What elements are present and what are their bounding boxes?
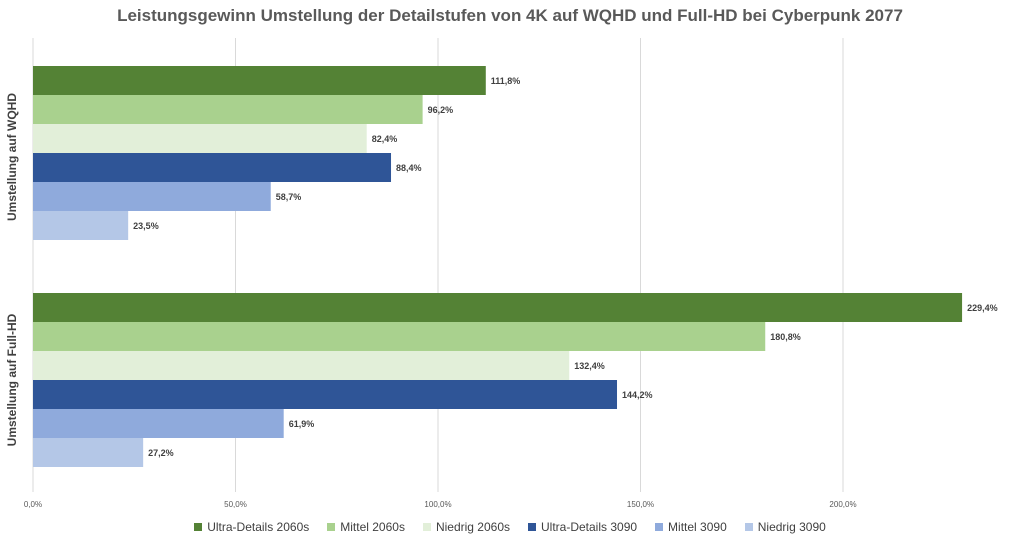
legend-label: Mittel 3090	[668, 520, 727, 534]
x-tick-label: 0,0%	[24, 500, 42, 509]
data-label: 144,2%	[622, 390, 653, 400]
legend: Ultra-Details 2060s Mittel 2060s Niedrig 2…	[0, 520, 1020, 534]
data-label: 180,8%	[770, 332, 801, 342]
legend-item: Mittel 3090	[655, 520, 727, 534]
bar	[33, 95, 423, 124]
legend-item: Niedrig 3090	[744, 520, 826, 534]
legend-label: Niedrig 2060s	[435, 520, 510, 534]
data-label: 27,2%	[148, 448, 174, 458]
legend-item: Ultra-Details 3090	[528, 520, 637, 534]
legend-item: Niedrig 2060s	[422, 520, 510, 534]
legend-label: Ultra-Details 3090	[541, 520, 638, 534]
bar	[33, 66, 486, 95]
x-tick-label: 100,0%	[424, 500, 451, 509]
chart-title: Leistungsgewinn Umstellung der Detailstu…	[117, 6, 903, 25]
x-tick-label: 200,0%	[829, 500, 856, 509]
data-label: 23,5%	[133, 221, 159, 231]
data-label: 111,8%	[491, 76, 521, 86]
legend-label: Mittel 2060s	[340, 520, 405, 534]
legend-swatch	[655, 523, 664, 531]
data-label: 82,4%	[372, 134, 398, 144]
data-label: 58,7%	[276, 192, 302, 202]
legend-item: Ultra-Details 2060s	[194, 520, 309, 534]
legend-swatch	[327, 523, 336, 531]
legend-swatch	[422, 523, 431, 531]
legend-label: Ultra-Details 2060s	[207, 520, 310, 534]
bar	[33, 124, 367, 153]
data-label: 229,4%	[967, 303, 998, 313]
category-label: Umstellung auf WQHD	[5, 93, 19, 221]
x-tick-label: 150,0%	[627, 500, 654, 509]
legend-swatch	[744, 523, 753, 531]
bar	[33, 380, 618, 409]
legend-label: Niedrig 3090	[757, 520, 826, 534]
legend-item: Mittel 2060s	[327, 520, 405, 534]
data-label: 96,2%	[428, 105, 454, 115]
bar	[33, 409, 284, 438]
data-label: 61,9%	[289, 419, 315, 429]
bar	[33, 293, 963, 322]
bar	[33, 182, 271, 211]
category-label: Umstellung auf Full-HD	[5, 313, 19, 446]
bar	[33, 438, 144, 467]
bar	[33, 351, 570, 380]
x-tick-label: 50,0%	[224, 500, 247, 509]
bar	[33, 322, 766, 351]
data-label: 132,4%	[574, 361, 605, 371]
legend-swatch	[528, 523, 536, 531]
bar	[33, 211, 129, 240]
legend-swatch	[194, 523, 203, 531]
data-label: 88,4%	[396, 163, 422, 173]
bar	[33, 153, 392, 182]
